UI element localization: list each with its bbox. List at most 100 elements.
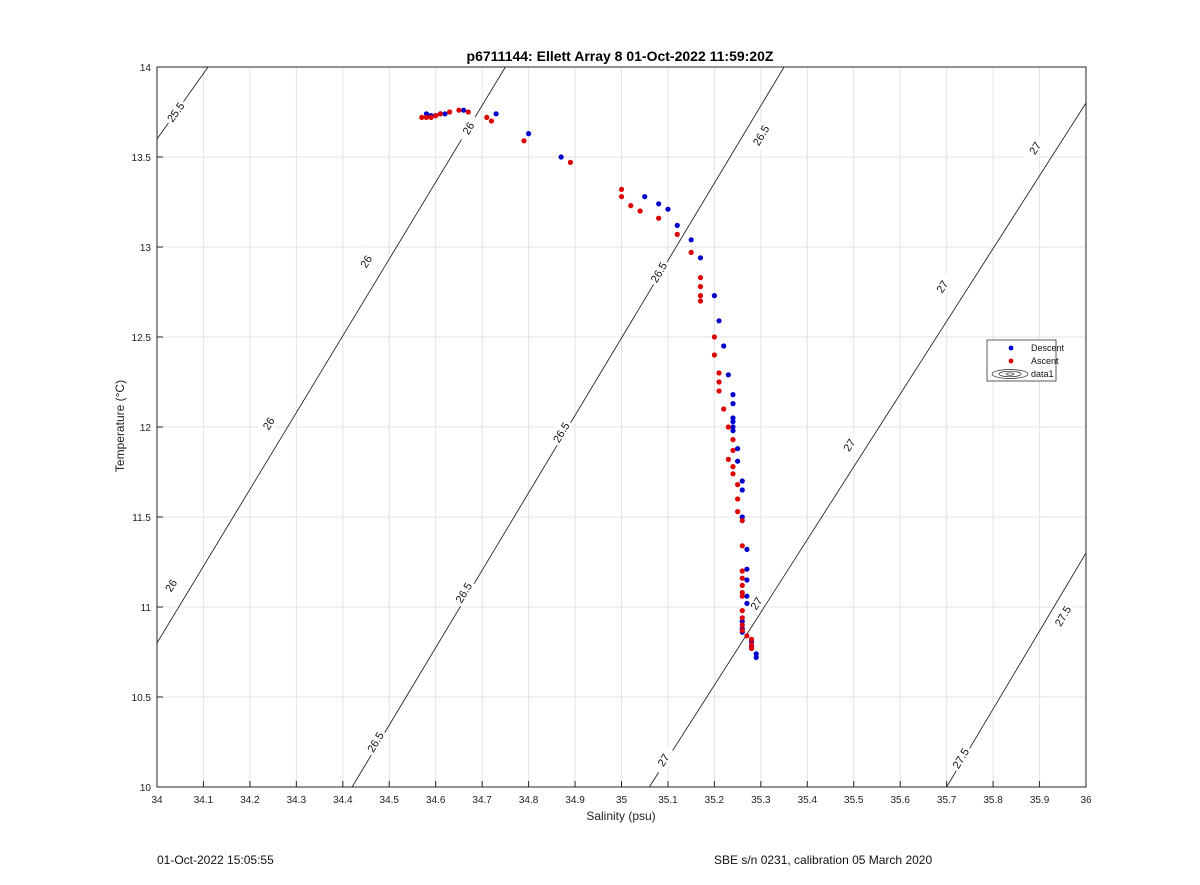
legend: Descent Ascent data1 xyxy=(986,339,1065,382)
x-tick-label: 35.5 xyxy=(844,795,864,806)
x-tick-label: 34.1 xyxy=(194,795,214,806)
contour-label-bg xyxy=(450,577,477,608)
data-point-ascent xyxy=(721,406,727,412)
data-point-descent xyxy=(739,487,745,493)
contour-label-bg xyxy=(255,408,282,439)
contour-label-bg xyxy=(362,727,389,757)
x-tick-label: 34.9 xyxy=(565,795,585,806)
data-point-ascent xyxy=(739,568,745,574)
contour-label-bg xyxy=(162,97,189,127)
contour-label-bg xyxy=(836,430,863,460)
data-point-ascent xyxy=(725,424,731,430)
contour-label-bg xyxy=(645,257,672,287)
data-point-descent xyxy=(725,372,731,378)
legend-contour-icon xyxy=(991,369,1029,379)
legend-label-ascent: Ascent xyxy=(1031,356,1059,366)
data-point-descent xyxy=(721,343,727,349)
y-tick-label: 13.5 xyxy=(132,153,152,164)
tick-layer: 34 34.1 34.2 34.3 34.4 34.5 34.6 34.7 34.8 34.9 35… xyxy=(132,63,1092,806)
x-axis-label: Salinity (psu) xyxy=(586,809,655,823)
x-tick-label: 34.4 xyxy=(333,795,353,806)
data-point-ascent xyxy=(725,456,731,462)
contour-label: 27 xyxy=(656,752,673,769)
contour-label: 27 xyxy=(934,279,951,296)
data-point-descent xyxy=(744,577,750,583)
data-point-ascent xyxy=(739,608,745,614)
x-tick-label: 35 xyxy=(616,795,628,806)
data-point-descent xyxy=(711,293,718,299)
x-tick-label: 35.2 xyxy=(705,795,725,806)
data-point-ascent xyxy=(423,114,430,120)
x-tick-label: 34.2 xyxy=(240,795,260,806)
data-point-descent xyxy=(739,618,745,625)
x-tick-label: 34.5 xyxy=(380,795,400,806)
x-tick-label: 35.4 xyxy=(798,795,818,806)
data-point-ascent xyxy=(628,203,634,209)
data-point-ascent xyxy=(433,113,439,119)
legend-label-descent: Descent xyxy=(1031,343,1065,353)
data-point-descent xyxy=(716,318,722,324)
legend-marker-descent xyxy=(1008,345,1014,351)
series-layer xyxy=(419,107,759,661)
data-point-ascent xyxy=(739,615,745,621)
y-tick-label: 12 xyxy=(140,423,152,434)
data-point-ascent xyxy=(739,622,745,628)
y-tick-label: 12.5 xyxy=(132,333,152,344)
data-point-ascent xyxy=(739,518,745,524)
data-point-ascent xyxy=(735,496,741,502)
data-point-descent xyxy=(744,593,750,599)
x-tick-label: 34.6 xyxy=(426,795,446,806)
data-point-descent xyxy=(730,392,736,398)
data-point-descent xyxy=(744,546,750,553)
contour-label: 27 xyxy=(749,596,766,613)
contour-label: 27 xyxy=(1027,140,1044,157)
data-point-descent xyxy=(735,458,741,464)
data-point-ascent xyxy=(567,159,574,165)
y-tick-label: 10 xyxy=(140,783,152,794)
data-point-ascent xyxy=(711,334,718,340)
data-point-descent xyxy=(665,206,671,212)
data-point-descent xyxy=(674,222,680,228)
legend-marker-ascent xyxy=(1008,358,1014,364)
data-point-ascent xyxy=(744,633,750,639)
data-point-descent xyxy=(526,131,532,137)
y-tick-label: 11 xyxy=(141,603,152,614)
y-tick-label: 14 xyxy=(140,63,152,74)
y-tick-label: 11.5 xyxy=(132,513,151,524)
data-point-ascent xyxy=(697,298,704,304)
data-point-ascent xyxy=(488,118,495,124)
data-point-descent xyxy=(460,107,467,113)
data-point-ascent xyxy=(437,111,443,117)
contour-label-bg xyxy=(947,743,974,773)
y-tick-label: 10.5 xyxy=(132,693,152,704)
contour-label-bg xyxy=(743,588,770,619)
x-tick-label: 35.7 xyxy=(937,795,957,806)
data-point-descent xyxy=(730,415,736,421)
contour-label-bg xyxy=(353,246,379,277)
data-point-descent xyxy=(423,111,430,117)
grid-layer xyxy=(156,66,1087,788)
x-tick-label: 36 xyxy=(1080,795,1092,806)
data-point-ascent xyxy=(716,388,722,394)
y-axis-label: Temperature (°C) xyxy=(113,380,127,472)
data-point-ascent xyxy=(730,437,736,443)
data-point-ascent xyxy=(716,370,722,376)
chart-title: p6711144: Ellett Array 8 01-Oct-2022 11:… xyxy=(467,48,774,64)
data-point-ascent xyxy=(697,293,704,299)
x-tick-label: 34 xyxy=(151,795,163,806)
data-point-ascent xyxy=(716,379,722,385)
data-point-ascent xyxy=(697,284,704,290)
data-point-ascent xyxy=(739,575,745,581)
contour-layer: 25.52626262626.526.526.526.526.527272727… xyxy=(157,67,1086,787)
data-point-ascent xyxy=(748,645,755,652)
contour-label: 26 xyxy=(359,254,376,271)
density-contour-line xyxy=(157,67,506,644)
contour-label-bg xyxy=(650,745,677,775)
contour-label-bg xyxy=(1022,133,1048,163)
x-tick-label: 35.9 xyxy=(1030,795,1050,806)
x-tick-label: 34.3 xyxy=(287,795,307,806)
series-ascent xyxy=(419,107,755,652)
data-point-descent xyxy=(739,478,745,484)
contour-label: 27 xyxy=(842,437,859,454)
